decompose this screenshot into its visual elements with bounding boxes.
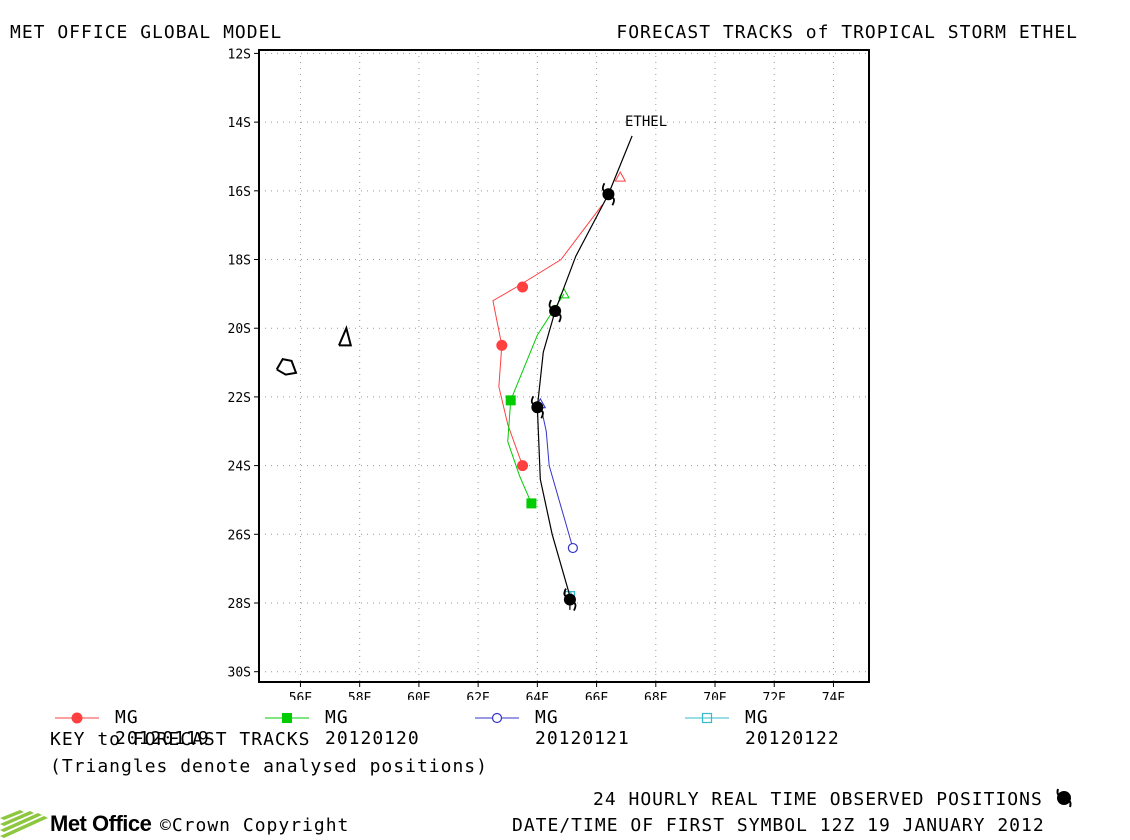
legend-swatch	[55, 712, 99, 724]
lon-tick-label: 72E	[763, 691, 786, 700]
storm-arm	[530, 395, 536, 406]
lat-tick-label: 24S	[228, 460, 251, 475]
key-title: KEY to FORECAST TRACKS	[50, 729, 311, 750]
legend-label: MG 20120120	[325, 707, 420, 749]
tropical-storm-icon	[563, 588, 577, 611]
lon-tick-label: 60E	[407, 691, 430, 700]
key-note: (Triangles denote analysed positions)	[50, 756, 488, 777]
forecast-point	[517, 460, 529, 472]
lat-tick-label: 26S	[228, 528, 251, 543]
islands	[275, 325, 353, 376]
met-office-logo-text: Met Office	[50, 811, 152, 836]
storm-arm	[548, 299, 554, 309]
map-frame	[258, 49, 870, 683]
legend-swatch	[685, 712, 729, 724]
lat-tick-label: 16S	[228, 185, 251, 200]
forecast-track-map: 56E 58E 60E 62E 64E 66E 68E 70E 72E 74E 12S 14S 16S 1…	[228, 47, 870, 700]
forecast-point	[505, 395, 516, 406]
tropical-storm-icon	[548, 299, 562, 323]
lon-tick-label: 70E	[703, 691, 726, 700]
observed-positions-label: 24 HOURLY REAL TIME OBSERVED POSITIONS	[593, 789, 1043, 810]
legend-label: MG 20120119	[115, 707, 210, 749]
legend-label: MG 20120121	[535, 707, 630, 749]
storm-arm	[563, 588, 568, 598]
legend-marker	[282, 713, 292, 723]
forecast-point	[517, 281, 529, 293]
storm-arm	[610, 196, 615, 206]
legend-marker	[491, 712, 503, 724]
lat-tick-label: 12S	[228, 47, 251, 62]
lon-tick-label: 74E	[822, 691, 845, 700]
map-grid	[259, 50, 869, 682]
storm-arm	[601, 182, 607, 193]
legend-label: MG 20120122	[745, 707, 840, 749]
track-line	[539, 403, 574, 549]
forecast-track	[492, 171, 627, 472]
island-mauritius	[338, 325, 353, 347]
lon-tick-label: 56E	[289, 691, 312, 700]
forecast-point	[567, 542, 578, 554]
lat-tick-label: 22S	[228, 391, 251, 406]
lat-tick-label: 20S	[228, 322, 251, 337]
lon-tick-label: 58E	[348, 691, 371, 700]
lon-tick-label: 62E	[466, 691, 489, 700]
lat-tick-label: 28S	[228, 597, 251, 612]
observed-track-line	[536, 135, 633, 610]
legend-swatch	[475, 712, 519, 724]
forecast-tracks	[492, 171, 627, 602]
storm-arm	[539, 409, 544, 419]
lat-tick-label: 18S	[228, 254, 251, 269]
lon-tick-label: 68E	[644, 691, 667, 700]
lon-tick-label: 64E	[526, 691, 549, 700]
storm-arm	[557, 313, 562, 323]
track-line	[507, 293, 565, 504]
datetime-label: DATE/TIME OF FIRST SYMBOL 12Z 19 JANUARY…	[512, 815, 1045, 836]
lat-tick-label: 14S	[228, 116, 251, 131]
observed-track	[530, 135, 633, 611]
legend-marker	[71, 712, 83, 724]
copyright: ©Crown Copyright	[160, 815, 350, 836]
tropical-storm-icon	[530, 395, 544, 419]
forecast-point	[526, 498, 537, 509]
chart-title-right: FORECAST TRACKS of TROPICAL STORM ETHEL	[616, 22, 1078, 43]
island-reunion	[275, 358, 298, 376]
forecast-track	[534, 397, 578, 554]
tropical-storm-icon	[601, 182, 615, 206]
storm-arm	[571, 601, 577, 611]
chart-title-left: MET OFFICE GLOBAL MODEL	[10, 22, 283, 43]
lat-tick-label: 30S	[228, 666, 251, 681]
legend-swatch	[265, 713, 309, 723]
met-office-logo-icon	[0, 810, 48, 838]
track-line	[492, 204, 603, 466]
legend-marker	[701, 712, 713, 724]
forecast-point	[496, 339, 508, 351]
tropical-storm-icon	[1056, 788, 1072, 808]
axis-ticks: 56E 58E 60E 62E 64E 66E 68E 70E 72E 74E 12S 14S 16S 1…	[228, 47, 846, 700]
analysed-position-triangle	[614, 171, 627, 182]
lon-tick-label: 66E	[585, 691, 608, 700]
storm-name-label: ETHEL	[625, 114, 667, 130]
